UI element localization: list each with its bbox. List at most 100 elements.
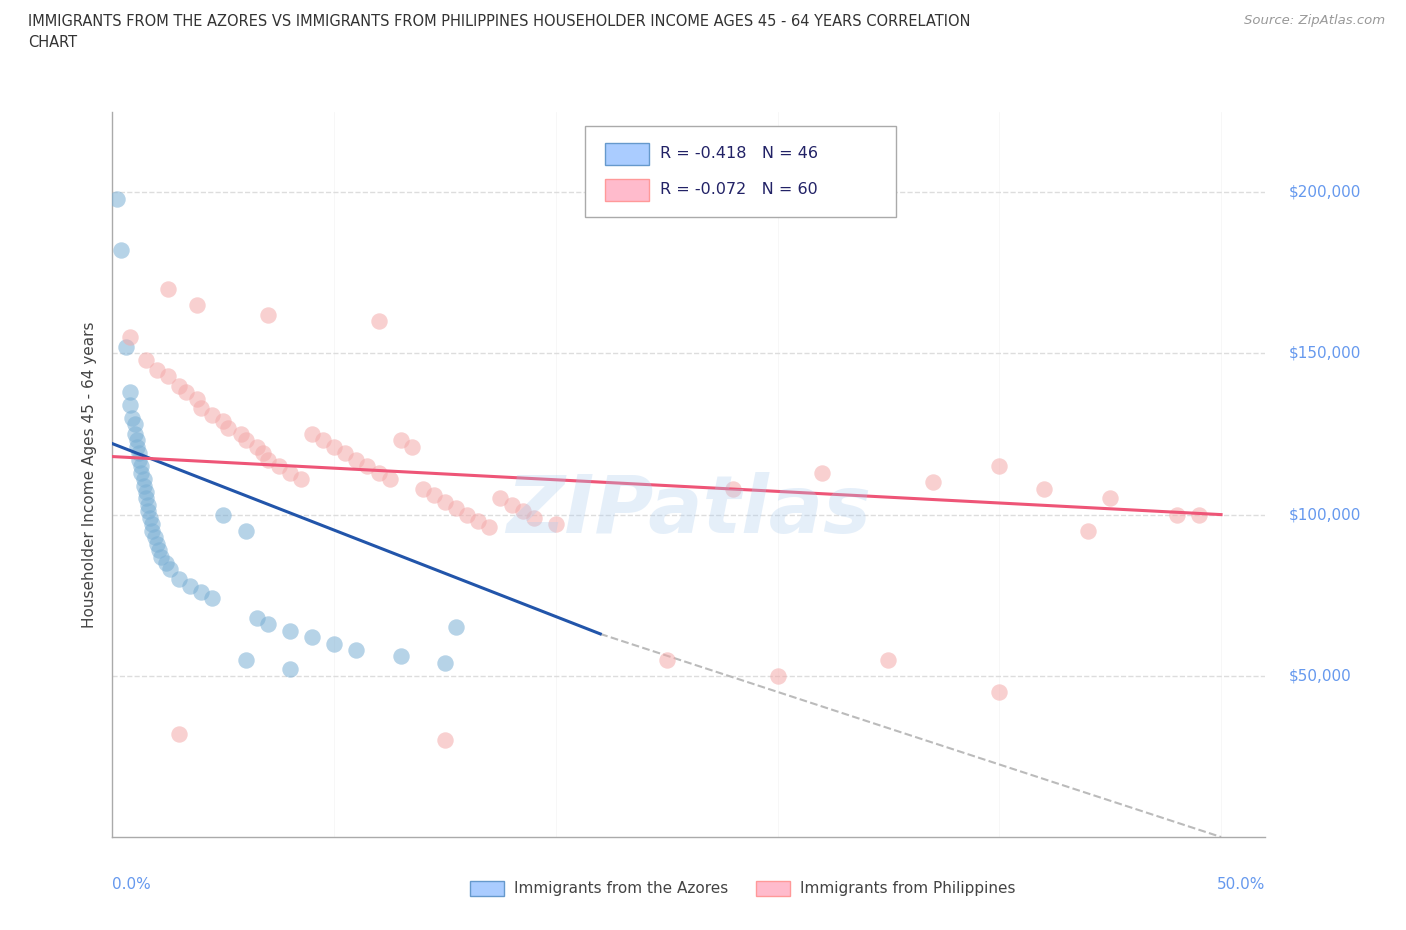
Bar <box>756 881 790 897</box>
Point <box>344 643 367 658</box>
Point <box>489 491 512 506</box>
Point <box>148 542 170 557</box>
Point <box>156 282 179 297</box>
Point <box>344 452 367 467</box>
Point <box>245 440 267 455</box>
Point <box>128 445 150 460</box>
Point <box>256 617 278 631</box>
Text: 50.0%: 50.0% <box>1218 877 1265 892</box>
Point <box>120 397 142 412</box>
Point <box>217 420 239 435</box>
Point <box>143 530 166 545</box>
Point <box>179 578 201 593</box>
Point <box>256 452 278 467</box>
Text: IMMIGRANTS FROM THE AZORES VS IMMIGRANTS FROM PHILIPPINES HOUSEHOLDER INCOME AGE: IMMIGRANTS FROM THE AZORES VS IMMIGRANTS… <box>28 14 970 29</box>
Point <box>167 379 190 393</box>
Point <box>141 517 163 532</box>
Point <box>323 636 346 651</box>
Bar <box>470 881 505 897</box>
Point <box>301 630 323 644</box>
Text: $150,000: $150,000 <box>1288 346 1361 361</box>
Point <box>190 401 212 416</box>
Point <box>301 427 323 442</box>
Point <box>512 504 534 519</box>
Point <box>278 662 301 677</box>
Point <box>136 498 159 512</box>
Point <box>444 620 467 635</box>
Point <box>723 482 745 497</box>
Point <box>201 407 224 422</box>
Point <box>124 417 146 432</box>
Point <box>235 652 257 667</box>
Text: Immigrants from Philippines: Immigrants from Philippines <box>800 881 1015 896</box>
Point <box>523 511 546 525</box>
Point <box>501 498 523 512</box>
Point <box>136 504 159 519</box>
Point <box>1166 507 1188 522</box>
Y-axis label: Householder Income Ages 45 - 64 years: Householder Income Ages 45 - 64 years <box>82 321 97 628</box>
Point <box>356 458 378 473</box>
Point <box>312 433 335 448</box>
Point <box>235 433 257 448</box>
Text: $50,000: $50,000 <box>1288 669 1351 684</box>
Point <box>132 478 155 493</box>
Point <box>110 243 132 258</box>
Point <box>1099 491 1122 506</box>
Point <box>174 385 197 400</box>
Point <box>323 440 346 455</box>
Bar <box>605 143 648 165</box>
Point <box>146 537 169 551</box>
Point <box>167 726 190 741</box>
Point <box>278 623 301 638</box>
Text: R = -0.418   N = 46: R = -0.418 N = 46 <box>661 146 818 161</box>
Text: Source: ZipAtlas.com: Source: ZipAtlas.com <box>1244 14 1385 27</box>
Bar <box>605 179 648 201</box>
Point <box>128 452 150 467</box>
Point <box>988 458 1011 473</box>
Point <box>150 549 173 564</box>
Point <box>252 445 274 460</box>
Point <box>921 475 943 490</box>
Point <box>124 427 146 442</box>
Point <box>423 488 446 503</box>
Point <box>167 572 190 587</box>
Point <box>120 330 142 345</box>
Point <box>121 410 143 425</box>
Point <box>256 307 278 322</box>
Point <box>401 440 423 455</box>
Point <box>129 465 153 480</box>
Point <box>212 507 235 522</box>
Point <box>335 445 357 460</box>
Point <box>412 482 434 497</box>
Point <box>278 465 301 480</box>
Point <box>434 656 457 671</box>
Point <box>267 458 290 473</box>
Point <box>105 192 128 206</box>
Point <box>120 385 142 400</box>
Point <box>478 520 501 535</box>
Point <box>444 500 467 515</box>
Point <box>132 472 155 486</box>
Point <box>186 298 208 312</box>
Point <box>135 352 157 367</box>
Text: 0.0%: 0.0% <box>112 877 152 892</box>
Text: $100,000: $100,000 <box>1288 507 1361 522</box>
Point <box>456 507 478 522</box>
Point <box>212 414 235 429</box>
Point <box>1188 507 1211 522</box>
Point <box>186 392 208 406</box>
Text: R = -0.072   N = 60: R = -0.072 N = 60 <box>661 182 818 197</box>
Point <box>155 555 177 570</box>
Point <box>389 433 412 448</box>
Point <box>1032 482 1054 497</box>
Point <box>114 339 136 354</box>
Point <box>367 313 389 328</box>
FancyBboxPatch shape <box>585 126 897 217</box>
Text: Immigrants from the Azores: Immigrants from the Azores <box>513 881 728 896</box>
Point <box>1077 524 1099 538</box>
Point <box>434 733 457 748</box>
Point <box>811 465 834 480</box>
Point <box>125 433 148 448</box>
Point <box>135 491 157 506</box>
Point <box>141 524 163 538</box>
